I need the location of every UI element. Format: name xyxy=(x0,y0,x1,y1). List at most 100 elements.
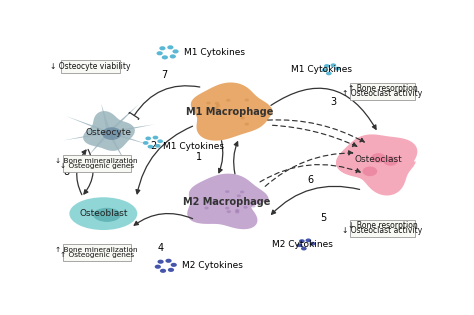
Circle shape xyxy=(335,67,340,71)
Circle shape xyxy=(157,139,163,143)
Circle shape xyxy=(245,123,249,126)
Text: ↓ Osteoclast activity: ↓ Osteoclast activity xyxy=(342,226,423,235)
Circle shape xyxy=(167,45,173,49)
Polygon shape xyxy=(66,116,109,133)
Polygon shape xyxy=(83,111,135,151)
Circle shape xyxy=(215,102,219,105)
Circle shape xyxy=(204,207,209,209)
Text: 4: 4 xyxy=(157,243,164,253)
Polygon shape xyxy=(107,132,126,163)
Circle shape xyxy=(155,144,161,148)
Text: ↓ Bone mineralization: ↓ Bone mineralization xyxy=(55,158,138,164)
Circle shape xyxy=(306,238,311,242)
Polygon shape xyxy=(101,104,111,133)
FancyArrowPatch shape xyxy=(272,186,360,214)
Text: M1 Cytokines: M1 Cytokines xyxy=(291,65,352,74)
FancyArrowPatch shape xyxy=(219,141,223,173)
Ellipse shape xyxy=(93,208,121,222)
Text: ↑ Osteoclast activity: ↑ Osteoclast activity xyxy=(342,89,423,98)
FancyArrowPatch shape xyxy=(136,126,192,194)
Circle shape xyxy=(324,64,330,68)
Text: M2 Macrophage: M2 Macrophage xyxy=(182,197,270,207)
Text: M1 Cytokines: M1 Cytokines xyxy=(184,48,245,57)
Circle shape xyxy=(235,209,239,212)
Circle shape xyxy=(102,127,121,140)
FancyBboxPatch shape xyxy=(63,155,131,172)
Polygon shape xyxy=(336,135,417,196)
Polygon shape xyxy=(187,174,269,229)
Circle shape xyxy=(322,68,328,72)
Circle shape xyxy=(297,243,302,247)
Text: M2 Cytokines: M2 Cytokines xyxy=(272,240,333,249)
Circle shape xyxy=(212,201,216,204)
Circle shape xyxy=(251,205,255,208)
Circle shape xyxy=(162,55,168,60)
Polygon shape xyxy=(108,131,149,145)
Circle shape xyxy=(206,102,210,105)
Circle shape xyxy=(153,136,158,140)
Text: 2: 2 xyxy=(150,141,156,151)
FancyArrowPatch shape xyxy=(260,164,360,182)
Circle shape xyxy=(231,111,236,114)
Circle shape xyxy=(159,46,165,50)
Circle shape xyxy=(170,54,176,59)
Circle shape xyxy=(240,117,245,119)
Text: 7: 7 xyxy=(161,70,167,80)
Circle shape xyxy=(383,156,398,166)
Text: ↑ Osteogenic genes: ↑ Osteogenic genes xyxy=(60,252,134,258)
Text: ↓ Osteogenic genes: ↓ Osteogenic genes xyxy=(60,163,134,169)
Polygon shape xyxy=(191,83,273,140)
FancyArrowPatch shape xyxy=(265,151,353,186)
Circle shape xyxy=(160,269,166,273)
Circle shape xyxy=(165,259,172,263)
Circle shape xyxy=(147,145,153,149)
Text: ↓ Bone resorption: ↓ Bone resorption xyxy=(347,221,418,230)
FancyArrowPatch shape xyxy=(234,142,238,174)
Circle shape xyxy=(326,72,332,75)
Circle shape xyxy=(155,265,161,269)
Text: Osteocyte: Osteocyte xyxy=(86,128,132,137)
Text: Osteoclast: Osteoclast xyxy=(355,155,403,163)
FancyArrowPatch shape xyxy=(273,125,357,146)
Circle shape xyxy=(226,99,230,102)
Polygon shape xyxy=(108,104,139,133)
FancyArrowPatch shape xyxy=(84,149,93,194)
Circle shape xyxy=(156,51,163,55)
FancyBboxPatch shape xyxy=(350,220,415,237)
Text: 8: 8 xyxy=(64,167,70,177)
Text: 1: 1 xyxy=(196,152,202,162)
Circle shape xyxy=(225,207,229,209)
FancyBboxPatch shape xyxy=(63,244,131,261)
Circle shape xyxy=(222,112,227,115)
Circle shape xyxy=(157,260,164,264)
Text: M2 Cytokines: M2 Cytokines xyxy=(182,261,243,270)
Text: M1 Cytokines: M1 Cytokines xyxy=(163,142,224,151)
FancyArrowPatch shape xyxy=(271,88,376,129)
Text: 6: 6 xyxy=(308,175,314,185)
Circle shape xyxy=(168,268,174,272)
Text: ↓ Osteocyte viability: ↓ Osteocyte viability xyxy=(50,62,131,72)
FancyBboxPatch shape xyxy=(61,60,120,73)
Circle shape xyxy=(216,104,220,107)
Circle shape xyxy=(213,109,218,112)
Circle shape xyxy=(214,106,219,109)
Circle shape xyxy=(240,191,245,193)
Circle shape xyxy=(225,190,229,193)
Polygon shape xyxy=(109,124,154,134)
Polygon shape xyxy=(64,131,109,140)
Circle shape xyxy=(330,63,336,67)
Text: Osteoblast: Osteoblast xyxy=(79,209,128,218)
Text: 5: 5 xyxy=(320,214,327,224)
Circle shape xyxy=(143,141,148,145)
Circle shape xyxy=(173,49,179,54)
Circle shape xyxy=(310,242,316,246)
FancyArrowPatch shape xyxy=(129,86,200,119)
Circle shape xyxy=(371,153,386,163)
Circle shape xyxy=(301,247,307,250)
FancyBboxPatch shape xyxy=(350,83,415,100)
Circle shape xyxy=(299,239,305,243)
Circle shape xyxy=(235,211,239,214)
Text: M1 Macrophage: M1 Macrophage xyxy=(186,107,274,117)
Text: ↑ Bone mineralization: ↑ Bone mineralization xyxy=(55,247,138,253)
Text: 3: 3 xyxy=(330,97,336,107)
